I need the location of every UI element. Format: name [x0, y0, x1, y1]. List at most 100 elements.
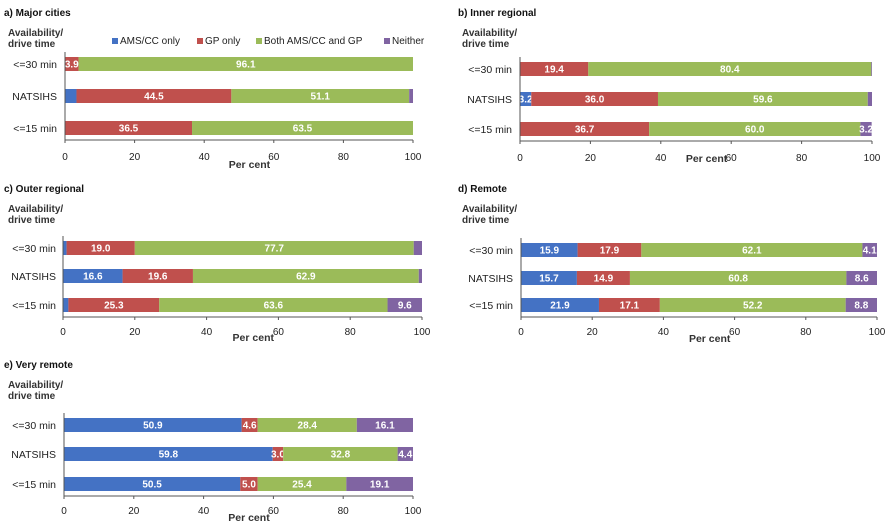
data-label: 63.6 — [264, 301, 284, 312]
y-axis-title: Availability/ — [462, 28, 517, 39]
chart-panel: a) Major cities Availability/drive time 3.… — [4, 8, 425, 171]
category-label: <=30 min — [13, 59, 57, 71]
x-tick-label: 40 — [201, 327, 213, 338]
data-label: 19.6 — [148, 272, 168, 283]
bar-segment-both — [257, 418, 357, 432]
bar-segment-gp-only — [122, 269, 193, 283]
data-label: 9.6 — [398, 301, 412, 312]
y-axis-title: drive time — [462, 39, 510, 50]
category-label: <=15 min — [13, 123, 57, 135]
bar-segment-both — [134, 241, 414, 255]
bar-segment-both — [192, 269, 419, 283]
data-label: 51.1 — [311, 92, 331, 103]
y-axis-title: Availability/ — [8, 380, 63, 391]
data-label: 3.9 — [65, 60, 79, 71]
x-axis-title: Per cent — [233, 332, 275, 344]
bar-segment-both — [257, 477, 347, 491]
data-label: 60.8 — [728, 274, 748, 285]
bar-segment-both — [283, 447, 398, 461]
data-label: 15.7 — [539, 274, 559, 285]
y-axis-title: drive time — [462, 215, 510, 226]
bar-segment-neither — [356, 418, 413, 432]
bar-segment-gp-only — [66, 241, 135, 255]
y-axis-title: Availability/ — [462, 204, 517, 215]
data-label: 36.7 — [575, 125, 595, 136]
bar-segment-gp-only — [520, 62, 589, 76]
y-axis-title: drive time — [8, 215, 56, 226]
bar-segment-neither — [413, 241, 422, 255]
bar-segment-neither — [346, 477, 413, 491]
bar-segment-ams-cc-only — [63, 269, 123, 283]
data-label: 16.1 — [375, 421, 395, 432]
x-tick-label: 40 — [199, 152, 211, 163]
bar-segment-neither — [862, 243, 877, 257]
category-label: <=30 min — [12, 420, 56, 432]
category-label: NATSIHS — [11, 449, 56, 461]
bar-segment-gp-only — [65, 121, 193, 135]
bar-segment-gp-only — [65, 57, 79, 71]
x-tick-label: 0 — [517, 153, 523, 164]
bar-segment-neither — [867, 92, 872, 106]
bar-segment-gp-only — [577, 243, 642, 257]
bar-segment-ams-cc-only — [521, 271, 577, 285]
x-tick-label: 40 — [658, 327, 670, 338]
data-label: 36.5 — [119, 124, 139, 135]
bar-segment-both — [649, 122, 861, 136]
x-tick-label: 0 — [62, 152, 68, 163]
data-label: 63.5 — [293, 124, 313, 135]
bar-segment-both — [588, 62, 872, 76]
x-tick-label: 60 — [268, 152, 280, 163]
bar-segment-neither — [871, 62, 872, 76]
bar-segment-gp-only — [598, 298, 660, 312]
data-label: 50.9 — [143, 421, 163, 432]
data-label: 96.1 — [236, 60, 256, 71]
legend: AMS/CC only GP only Both AMS/CC and GP Neit… — [112, 36, 425, 47]
x-tick-label: 40 — [198, 506, 210, 517]
data-label: 62.9 — [296, 272, 316, 283]
data-label: 8.6 — [855, 274, 869, 285]
chart-panel: d) Remote Availability/drive time 15.9 17.9… — [458, 184, 886, 345]
panel-title: d) Remote — [458, 184, 507, 195]
x-axis-title: Per cent — [228, 512, 270, 524]
x-tick-label: 60 — [268, 506, 280, 517]
data-label: 28.4 — [298, 421, 318, 432]
data-label: 19.0 — [91, 244, 111, 255]
bar-segment-both — [78, 57, 413, 71]
category-label: <=30 min — [12, 243, 56, 255]
bar-segment-both — [641, 243, 863, 257]
bar-segment-gp-only — [531, 92, 658, 106]
x-tick-label: 20 — [587, 327, 599, 338]
category-label: NATSIHS — [467, 94, 512, 106]
x-tick-label: 0 — [518, 327, 524, 338]
data-label: 3.2 — [859, 125, 873, 136]
legend-label: GP only — [205, 36, 240, 47]
bar-segment-both — [159, 298, 388, 312]
x-tick-label: 0 — [61, 506, 67, 517]
panel-title: e) Very remote — [4, 360, 73, 371]
bar-segment-both — [629, 271, 847, 285]
data-label: 50.5 — [142, 480, 162, 491]
legend-swatch-both — [256, 38, 262, 44]
chart-panel: e) Very remote Availability/drive time 50.… — [4, 360, 422, 524]
x-tick-label: 100 — [405, 506, 422, 517]
bar-segment-neither — [409, 89, 413, 103]
bar-segment-gp-only — [241, 418, 258, 432]
x-tick-label: 20 — [129, 327, 141, 338]
data-label: 3.2 — [519, 95, 533, 106]
bar-segment-neither — [418, 269, 422, 283]
x-axis-title: Per cent — [229, 159, 271, 171]
bar-segment-ams-cc-only — [520, 92, 532, 106]
bar-segment-neither — [387, 298, 422, 312]
bar-segment-ams-cc-only — [64, 418, 242, 432]
x-tick-label: 80 — [345, 327, 357, 338]
data-label: 19.1 — [370, 480, 390, 491]
bar-segment-both — [192, 121, 413, 135]
x-axis-title: Per cent — [689, 333, 731, 345]
data-label: 8.8 — [854, 301, 868, 312]
y-axis-title: Availability/ — [8, 28, 63, 39]
bar-segment-ams-cc-only — [521, 298, 599, 312]
data-label: 5.0 — [242, 480, 256, 491]
legend-swatch-ams-cc-only — [112, 38, 118, 44]
data-label: 17.9 — [600, 246, 620, 257]
legend-label: Neither — [392, 36, 425, 47]
